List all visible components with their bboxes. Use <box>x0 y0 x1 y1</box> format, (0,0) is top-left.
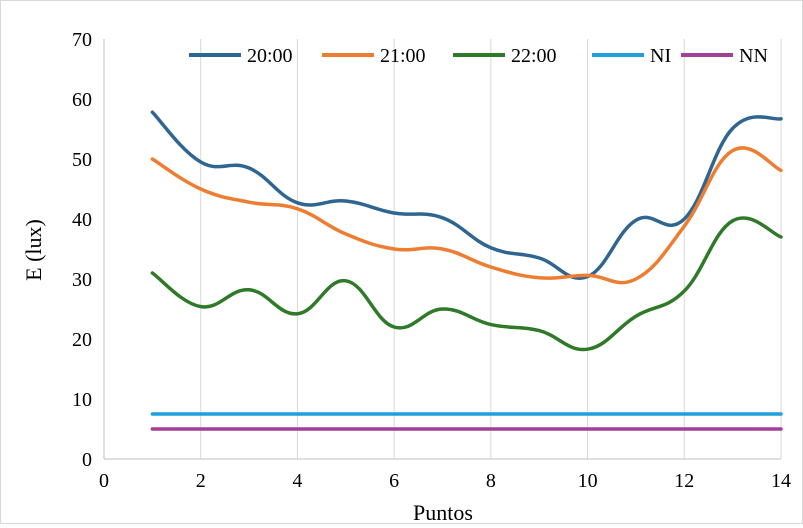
y-tick-label: 20 <box>72 329 92 351</box>
series-lines <box>150 110 783 431</box>
y-tick-label: 10 <box>72 389 92 411</box>
y-axis-title: E (lux) <box>21 219 46 281</box>
x-axis-title: Puntos <box>413 500 473 523</box>
x-tick-label: 14 <box>771 470 791 492</box>
y-tick-label: 40 <box>72 209 92 231</box>
x-tick-label: 10 <box>578 470 598 492</box>
x-tick-label: 6 <box>389 470 399 492</box>
y-tick-label: 30 <box>72 269 92 291</box>
x-tick-label: 2 <box>196 470 206 492</box>
series-line-20-00 <box>150 110 783 280</box>
legend-label-21-00: 21:00 <box>380 45 426 67</box>
legend: 20:00 21:00 22:00 NI NN <box>189 45 768 67</box>
y-tick-label: 70 <box>72 29 92 51</box>
x-tick-label: 8 <box>486 470 496 492</box>
legend-label-nn: NN <box>739 45 768 67</box>
x-tick-label: 0 <box>99 470 109 492</box>
series-line-22-00 <box>150 216 783 352</box>
x-tick-label: 12 <box>674 470 694 492</box>
y-tick-label: 0 <box>82 449 92 471</box>
y-tick-label: 50 <box>72 149 92 171</box>
legend-label-ni: NI <box>650 45 671 67</box>
x-tick-label: 4 <box>292 470 302 492</box>
y-tick-label: 60 <box>72 89 92 111</box>
legend-label-22-00: 22:00 <box>511 45 557 67</box>
axes: 0 2 4 6 8 10 12 14 0 10 20 30 40 50 60 70 <box>72 29 791 492</box>
series-line-21-00 <box>150 146 783 285</box>
legend-label-20-00: 20:00 <box>247 45 293 67</box>
